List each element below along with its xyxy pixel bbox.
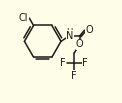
Text: N: N <box>66 31 73 41</box>
Text: H: H <box>66 28 73 37</box>
Text: F: F <box>82 58 88 68</box>
Text: F: F <box>71 71 77 81</box>
Text: F: F <box>61 58 66 68</box>
Text: O: O <box>86 25 93 35</box>
Text: Cl: Cl <box>19 13 28 23</box>
Text: O: O <box>76 39 84 49</box>
